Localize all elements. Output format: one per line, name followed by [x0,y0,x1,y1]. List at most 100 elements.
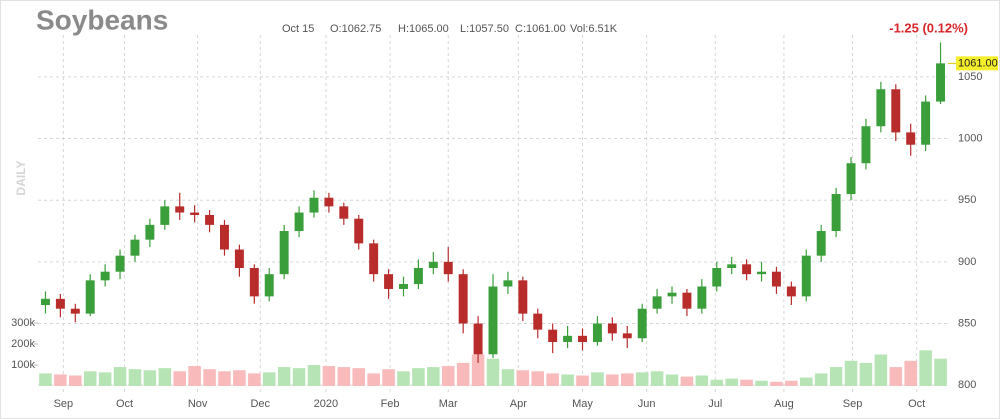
header-low: L:1057.50 [460,23,509,35]
volume-bar [620,373,634,386]
x-tick-label: Sep [54,398,74,410]
candle-body [473,323,483,355]
candle-body [55,298,65,309]
candle-body [190,212,200,215]
candle-body [846,163,856,195]
volume-tick-label: 100k [11,359,35,371]
x-tick-label: Mar [439,398,458,410]
candle-body [786,286,796,297]
candle-body [921,101,931,145]
candle-body [40,298,50,305]
volume-bar [516,370,530,386]
volume-bar [710,379,724,386]
candle-body [861,126,871,164]
candle-body [384,274,394,289]
candle-body [309,197,319,213]
candle-body [428,261,438,269]
x-tick-label: Oct [116,398,133,410]
y-tick-label: 950 [958,194,976,206]
y-tick-label: 800 [958,379,976,391]
volume-bar [337,367,351,386]
volume-bar [501,369,515,386]
volume-bar [98,372,112,386]
volume-bar [427,367,440,386]
volume-bar [650,371,664,386]
header-high: H:1065.00 [398,23,449,35]
volume-bar [665,374,679,386]
volume-bar [382,369,395,386]
volume-bar [635,372,649,386]
x-tick-label: 2020 [314,398,338,410]
candle-body [906,132,916,145]
candle-body [757,271,766,275]
candle-body [488,286,498,355]
volume-bar [919,350,932,386]
volume-bar [576,375,589,386]
volume-bar [367,373,380,386]
candle-body [443,261,453,275]
x-tick-label: Jul [708,398,722,410]
volume-bar [695,375,709,386]
volume-bar [292,368,306,386]
candle-body [801,255,811,297]
candle-body [458,274,468,324]
volume-bar [800,377,813,386]
candle-body [771,271,781,287]
candle-body [294,212,304,232]
volume-bar [814,373,828,386]
candle-body [637,308,647,339]
volume-bar [54,374,67,386]
volume-bar [188,366,201,386]
candle-body [220,224,229,250]
x-tick-label: Aug [774,398,794,410]
y-tick-label: 1050 [958,71,982,83]
candle-body [578,335,587,342]
volume-bar [829,367,843,386]
volume-bar [218,371,231,386]
change: -1.25 (0.12%) [889,20,968,35]
candle-body [831,194,841,232]
candle-body [249,268,259,297]
candle-body [264,274,274,297]
volume-bar [262,372,276,386]
last-price-tag [956,56,998,71]
volume-bar [203,369,216,386]
candle-body [622,333,632,339]
candle-body [279,231,289,275]
candle-body [652,296,662,309]
header-open: O:1062.75 [330,23,381,35]
volume-bar [785,380,798,386]
candle-body [354,218,364,244]
candle-body [234,249,244,269]
header-volume: Vol:6.51K [570,23,618,35]
y-tick-label: 850 [958,317,976,329]
volume-bar [680,376,694,386]
x-tick-label: Dec [250,398,270,410]
candle-body [115,255,125,272]
candle-body [339,206,349,219]
volume-bar [546,373,559,386]
volume-bar [456,362,470,386]
x-tick-label: Apr [510,398,527,410]
volume-bar [889,367,903,386]
chart-title: Soybeans [36,4,168,35]
candle-body [667,292,677,297]
header-close: C:1061.00 [515,23,566,35]
volume-bar [307,365,321,386]
candle-body [85,280,95,314]
volume-bar [561,374,574,386]
candle-body [518,280,528,314]
candle-body [324,197,334,207]
volume-bar [934,358,947,386]
volume-bar [486,358,500,386]
volume-bar [173,371,186,386]
volume-bar [83,371,97,386]
candle-body [816,231,826,256]
candle-body [175,206,185,213]
candle-body [205,215,215,225]
candle-body [682,292,692,309]
volume-bar [874,354,888,386]
x-tick-label: Feb [381,398,400,410]
